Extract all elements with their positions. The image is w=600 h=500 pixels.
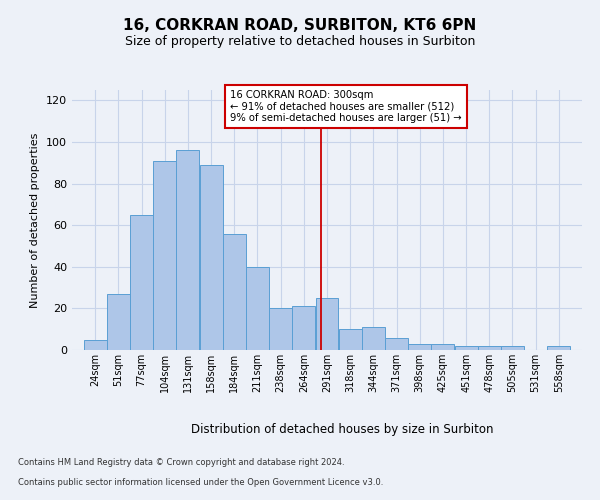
Bar [478,346,501,350]
Bar [408,344,431,350]
Bar [269,308,292,350]
Text: Size of property relative to detached houses in Surbiton: Size of property relative to detached ho… [125,35,475,48]
Y-axis label: Number of detached properties: Number of detached properties [31,132,40,308]
Bar [362,327,385,350]
Bar [339,329,362,350]
Bar [223,234,246,350]
Text: 16, CORKRAN ROAD, SURBITON, KT6 6PN: 16, CORKRAN ROAD, SURBITON, KT6 6PN [124,18,476,32]
Bar [246,267,269,350]
Text: Contains HM Land Registry data © Crown copyright and database right 2024.: Contains HM Land Registry data © Crown c… [18,458,344,467]
Bar [385,338,408,350]
Bar [501,346,524,350]
Bar [316,298,338,350]
Bar [547,346,570,350]
Text: 16 CORKRAN ROAD: 300sqm
← 91% of detached houses are smaller (512)
9% of semi-de: 16 CORKRAN ROAD: 300sqm ← 91% of detache… [230,90,462,123]
Bar [200,165,223,350]
Bar [153,160,176,350]
Text: Contains public sector information licensed under the Open Government Licence v3: Contains public sector information licen… [18,478,383,487]
Bar [292,306,315,350]
Bar [107,294,130,350]
Bar [130,215,153,350]
Text: Distribution of detached houses by size in Surbiton: Distribution of detached houses by size … [191,422,493,436]
Bar [84,340,107,350]
Bar [176,150,199,350]
Bar [431,344,454,350]
Bar [455,346,478,350]
